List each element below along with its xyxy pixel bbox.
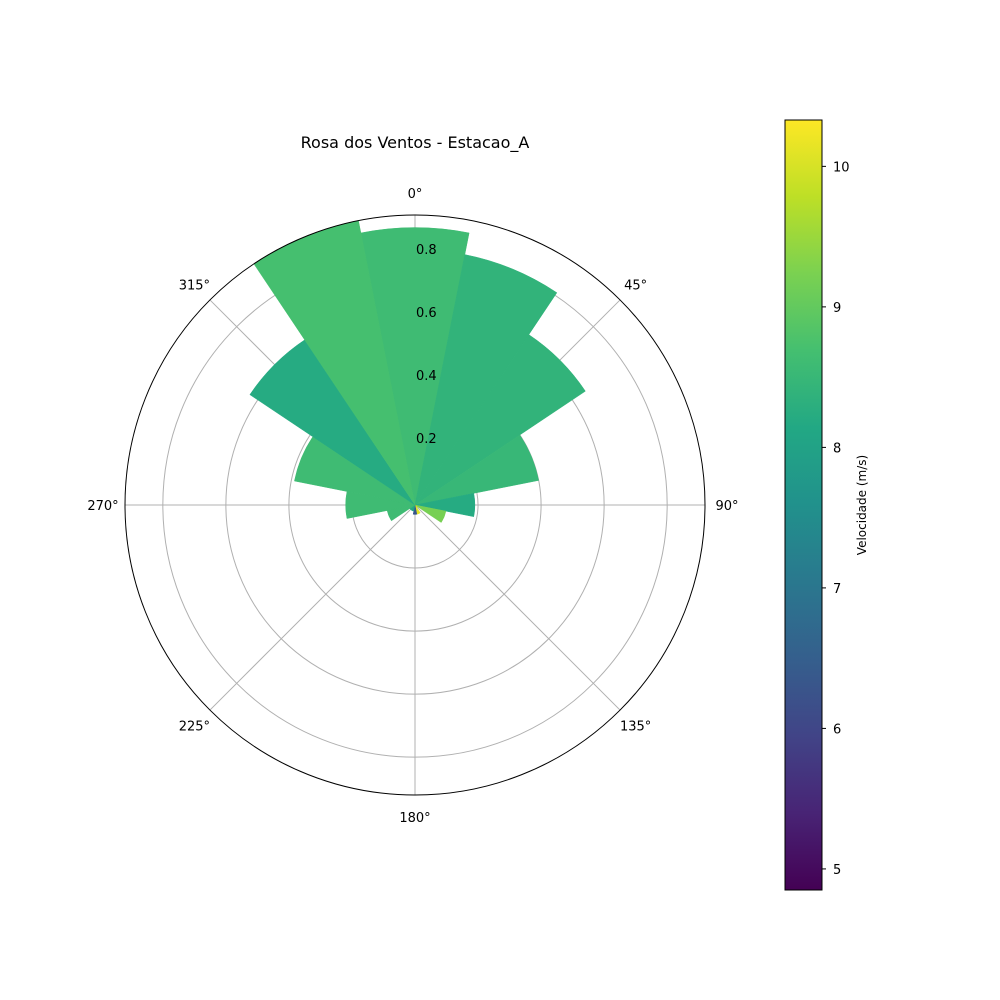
theta-tick-label: 45° (624, 278, 647, 293)
colorbar-tick-label: 8 (833, 441, 841, 456)
angular-gridline (209, 504, 416, 711)
colorbar-ticks: 5 6 7 8 9 10 (822, 160, 850, 878)
theta-tick-label: 135° (620, 720, 651, 735)
colorbar-tick-label: 6 (833, 722, 841, 737)
wind-sector-bar (414, 493, 476, 517)
wind-sector-bar (414, 434, 539, 506)
r-tick-label: 0.6 (416, 306, 437, 321)
r-tick-label: 0.8 (416, 243, 437, 258)
r-tick-label: 0.2 (416, 432, 437, 447)
wind-sector-bar (414, 334, 586, 506)
colorbar-tick-label: 5 (833, 863, 841, 878)
colorbar-tick-label: 10 (833, 160, 850, 175)
wind-rose-bars (249, 220, 586, 523)
theta-tick-label: 0° (408, 187, 423, 202)
theta-tick-label: 315° (179, 278, 210, 293)
theta-tick-label: 90° (715, 499, 738, 514)
colorbar: 5 6 7 8 9 10 Velocidade (m/s) (784, 119, 869, 891)
theta-tick-label: 225° (179, 720, 210, 735)
colorbar-label: Velocidade (m/s) (855, 455, 869, 555)
colorbar-tick-label: 7 (833, 582, 841, 597)
wind-sector-bar (414, 254, 558, 506)
wind-sector-bar (412, 504, 418, 515)
colorbar-gradient (784, 119, 823, 891)
angular-gridline (414, 504, 621, 711)
theta-tick-label: 270° (87, 499, 118, 514)
wind-sector-bar (414, 504, 447, 523)
colorbar-tick-label: 9 (833, 301, 841, 316)
r-tick-label: 0.4 (416, 369, 437, 384)
polar-axis-outline (124, 214, 706, 796)
radial-tick-labels: 0.2 0.4 0.6 0.8 (416, 243, 437, 447)
theta-tick-label: 180° (399, 811, 430, 826)
angular-tick-labels: 0° 45° 90° 135° 180° 225° 270° 315° (87, 187, 738, 826)
chart-title: Rosa dos Ventos - Estacao_A (301, 133, 530, 153)
